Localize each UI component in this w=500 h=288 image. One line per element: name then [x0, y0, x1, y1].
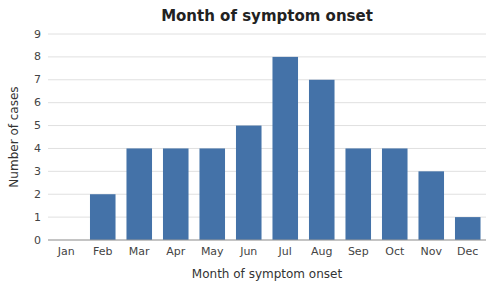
- y-tick-label: 3: [34, 165, 41, 178]
- x-tick-label: Feb: [93, 245, 112, 258]
- grid-line: [48, 148, 486, 149]
- x-tick-label: Sep: [348, 245, 369, 258]
- chart-svg: 0 1 2 3 4 5 6 7 8 9 Jan Feb Mar Apr May Jun Jul Aug Sep Oct…: [0, 0, 500, 288]
- y-tick-label: 5: [34, 119, 41, 132]
- grid-line: [48, 79, 486, 80]
- grid-line: [48, 102, 486, 103]
- grid-line: [48, 240, 486, 241]
- grid-line: [48, 56, 486, 57]
- grid-line: [48, 34, 486, 35]
- x-tick-label: Jun: [239, 245, 257, 258]
- y-axis-label: Number of cases: [7, 86, 21, 187]
- x-tick-label: May: [201, 245, 224, 258]
- y-tick-label: 0: [34, 234, 41, 247]
- x-tick-label: Aug: [311, 245, 332, 258]
- bar: [345, 148, 371, 240]
- y-tick-label: 8: [34, 50, 41, 63]
- x-tick-label: Jan: [57, 245, 75, 258]
- bar: [199, 148, 225, 240]
- bar: [418, 171, 444, 240]
- x-tick-label: Jul: [278, 245, 292, 258]
- bar: [236, 126, 262, 240]
- x-tick-label: Dec: [457, 245, 478, 258]
- x-tick-label: Mar: [129, 245, 150, 258]
- x-tick-label: Nov: [421, 245, 443, 258]
- bar: [309, 80, 335, 240]
- bar: [163, 148, 189, 240]
- x-axis-label: Month of symptom onset: [192, 267, 343, 281]
- y-tick-label: 1: [34, 211, 41, 224]
- x-axis-line: [48, 240, 486, 241]
- grid: [48, 34, 486, 240]
- bar: [455, 217, 481, 240]
- bar: [90, 194, 116, 240]
- grid-line: [48, 125, 486, 126]
- y-tick-label: 7: [34, 73, 41, 86]
- y-tick-label: 2: [34, 188, 41, 201]
- bar: [382, 148, 408, 240]
- x-tick-label: Oct: [385, 245, 405, 258]
- x-tick-label: Apr: [166, 245, 186, 258]
- chart-container: 0 1 2 3 4 5 6 7 8 9 Jan Feb Mar Apr May Jun Jul Aug Sep Oct…: [0, 0, 500, 288]
- y-tick-label: 6: [34, 96, 41, 109]
- bar: [272, 57, 298, 240]
- y-tick-label: 9: [34, 28, 41, 41]
- y-tick-label: 4: [34, 142, 41, 155]
- bar: [126, 148, 152, 240]
- bars: [90, 57, 481, 240]
- title: Month of symptom onset: [161, 7, 373, 25]
